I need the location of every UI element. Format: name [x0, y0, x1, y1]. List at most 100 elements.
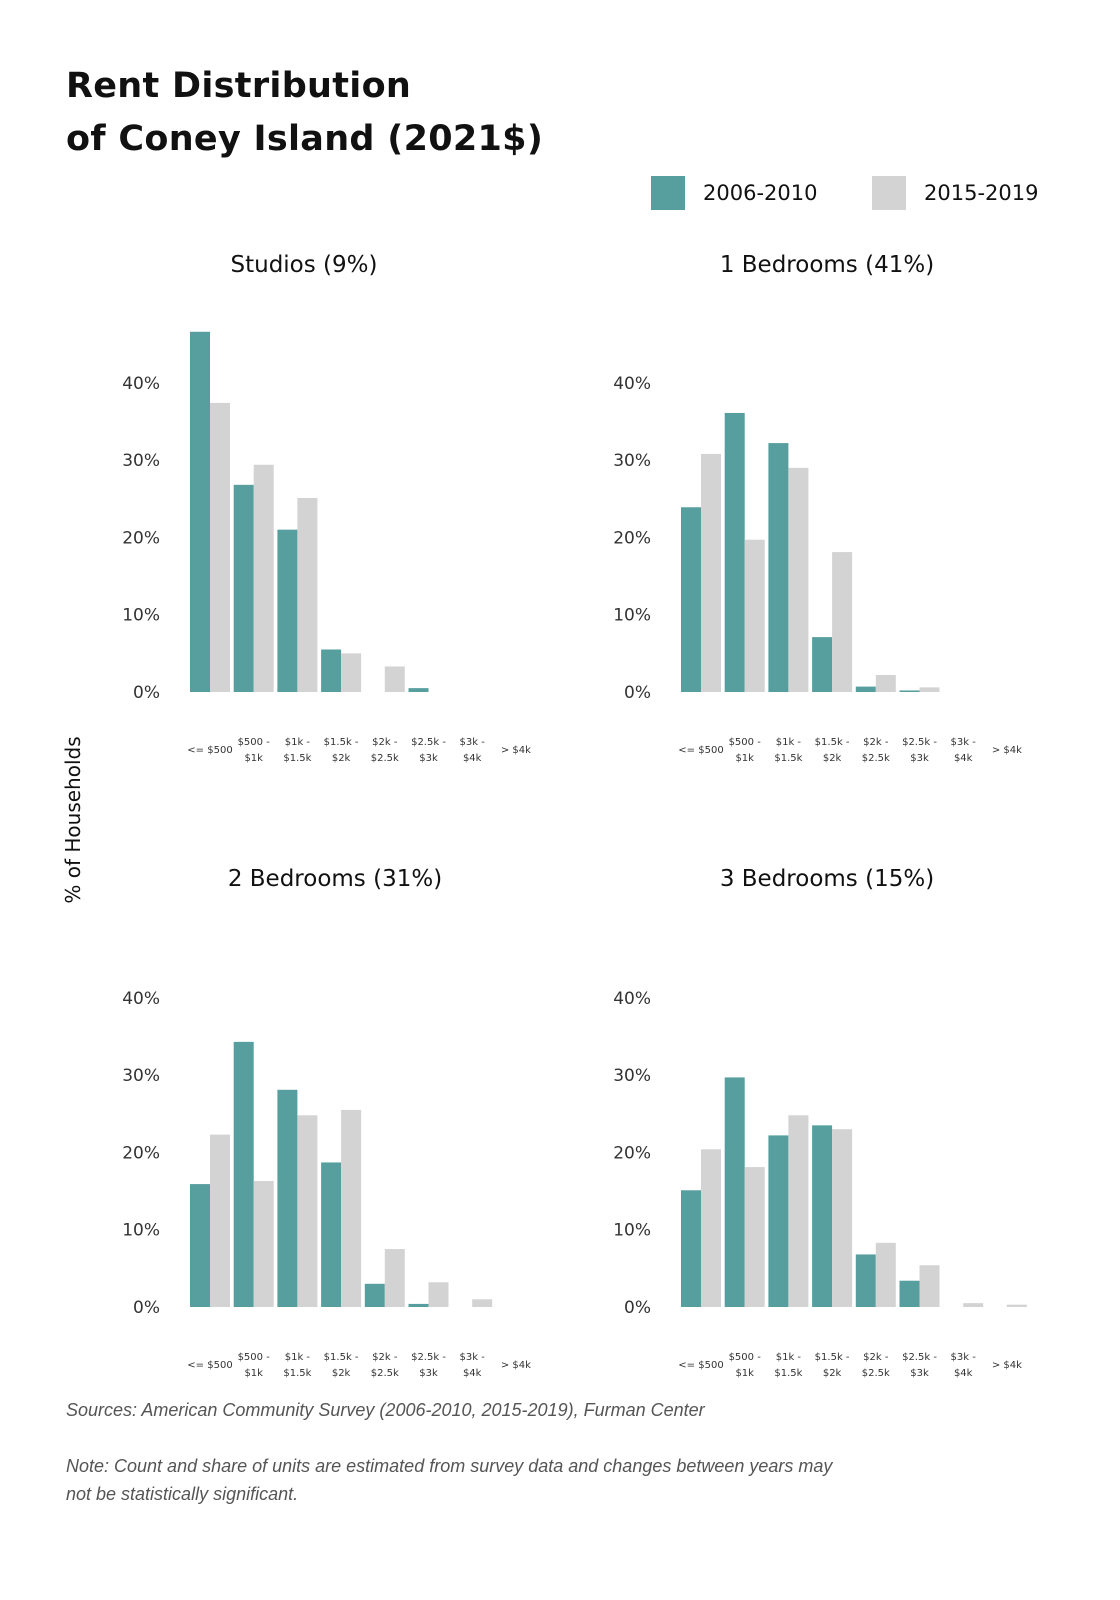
x-tick-label: $2k -	[372, 1352, 398, 1363]
y-tick-label: 0%	[624, 683, 651, 703]
x-tick-label: $1k	[735, 1368, 754, 1379]
x-tick-label: > $4k	[501, 1360, 531, 1371]
y-tick-label: 30%	[122, 451, 160, 471]
x-tick-label: $3k -	[951, 1352, 977, 1363]
bar-2015-2019	[341, 1109, 362, 1307]
y-tick-label: 10%	[122, 1221, 160, 1241]
bar-2015-2019	[875, 674, 896, 692]
legend-item-2015-2019: 2015-2019	[872, 176, 1038, 210]
title-line-1: Rent Distribution	[66, 66, 412, 106]
bar-2006-2010	[277, 1089, 298, 1307]
x-tick-label: <= $500	[678, 1360, 723, 1371]
bar-2006-2010	[321, 1162, 342, 1307]
bar-2015-2019	[253, 1181, 274, 1307]
x-tick-label: $1.5k	[774, 1368, 802, 1379]
x-tick-label: <= $500	[678, 745, 723, 756]
legend-swatch-teal	[651, 176, 685, 210]
x-tick-label: $1k	[244, 753, 263, 764]
y-tick-label: 0%	[133, 683, 160, 703]
x-tick-label: $4k	[463, 753, 482, 764]
bar-2015-2019	[744, 539, 765, 692]
x-tick-label: $1k	[735, 753, 754, 764]
y-tick-label: 40%	[122, 374, 160, 394]
x-tick-label: $3k	[419, 1368, 438, 1379]
bar-2006-2010	[364, 1283, 385, 1307]
x-tick-label: $1.5k -	[324, 737, 359, 748]
bar-2015-2019	[701, 453, 721, 692]
x-tick-label: $1.5k -	[324, 1352, 359, 1363]
bar-2015-2019	[963, 1303, 984, 1307]
bar-2006-2010	[768, 1135, 789, 1307]
x-tick-label: $3k	[419, 753, 438, 764]
legend-label: 2006-2010	[703, 181, 818, 205]
bar-2006-2010	[855, 1254, 876, 1307]
bar-2015-2019	[297, 1115, 318, 1307]
chart-title: Rent Distribution of Coney Island (2021$…	[66, 60, 543, 166]
panel-title: 3 Bedrooms (15%)	[720, 866, 934, 892]
bar-2015-2019	[832, 552, 853, 692]
note-text: Note: Count and share of units are estim…	[66, 1452, 832, 1508]
legend-label: 2015-2019	[924, 181, 1039, 205]
x-tick-label: $1.5k -	[815, 1352, 850, 1363]
y-tick-label: 40%	[122, 989, 160, 1009]
sources-text: Sources: American Community Survey (2006…	[66, 1400, 705, 1420]
x-tick-label: $2.5k -	[902, 1352, 937, 1363]
x-tick-label: $1k -	[285, 737, 311, 748]
y-tick-label: 40%	[613, 989, 651, 1009]
x-tick-label: $2k	[332, 1368, 351, 1379]
x-tick-label: $1k -	[776, 737, 802, 748]
bar-2015-2019	[341, 653, 362, 692]
panel-title: 2 Bedrooms (31%)	[228, 866, 442, 892]
x-tick-label: > $4k	[501, 745, 531, 756]
x-tick-label: $3k	[910, 753, 929, 764]
y-tick-label: 30%	[613, 451, 651, 471]
panel-title: Studios (9%)	[231, 252, 378, 278]
x-tick-label: $1k -	[776, 1352, 802, 1363]
bar-2006-2010	[724, 412, 745, 692]
x-tick-label: $2k	[823, 1368, 842, 1379]
x-tick-label: <= $500	[187, 745, 232, 756]
bar-2015-2019	[875, 1242, 896, 1307]
bar-2006-2010	[277, 529, 298, 692]
bar-2015-2019	[701, 1149, 721, 1307]
bar-2006-2010	[681, 1190, 701, 1307]
x-tick-label: $4k	[954, 753, 973, 764]
x-tick-label: $3k	[910, 1368, 929, 1379]
bar-2006-2010	[190, 1184, 210, 1307]
y-tick-label: 20%	[122, 1143, 160, 1163]
x-tick-label: $2.5k	[371, 753, 399, 764]
bar-2015-2019	[297, 497, 318, 692]
bar-2015-2019	[744, 1167, 765, 1307]
x-tick-label: $2.5k	[862, 1368, 890, 1379]
x-tick-label: $1k -	[285, 1352, 311, 1363]
bar-2006-2010	[724, 1077, 745, 1307]
bar-2015-2019	[210, 1134, 230, 1307]
bar-2006-2010	[321, 649, 342, 692]
bar-2006-2010	[768, 443, 789, 692]
x-tick-label: $500 -	[238, 737, 271, 748]
x-tick-label: $3k -	[460, 737, 486, 748]
y-tick-label: 20%	[613, 1143, 651, 1163]
x-tick-label: $2k -	[863, 737, 889, 748]
x-tick-label: $2k	[332, 753, 351, 764]
bar-2006-2010	[190, 331, 210, 692]
x-tick-label: $1.5k	[283, 753, 311, 764]
bar-2015-2019	[472, 1299, 493, 1307]
bar-2015-2019	[1006, 1304, 1027, 1307]
y-tick-label: 20%	[613, 528, 651, 548]
x-tick-label: $500 -	[729, 737, 762, 748]
bar-2015-2019	[919, 1265, 940, 1307]
y-tick-label: 10%	[613, 1221, 651, 1241]
x-tick-label: $2.5k -	[411, 737, 446, 748]
bar-2015-2019	[384, 1249, 405, 1307]
note-line-1: Note: Count and share of units are estim…	[66, 1456, 833, 1476]
x-tick-label: $2k	[823, 753, 842, 764]
bar-2015-2019	[788, 467, 809, 692]
legend-swatch-gray	[872, 176, 906, 210]
x-tick-label: $2k -	[863, 1352, 889, 1363]
x-tick-label: $3k -	[460, 1352, 486, 1363]
x-tick-label: $2.5k -	[902, 737, 937, 748]
y-tick-label: 10%	[613, 606, 651, 626]
y-tick-label: 30%	[613, 1066, 651, 1086]
y-tick-label: 30%	[122, 1066, 160, 1086]
